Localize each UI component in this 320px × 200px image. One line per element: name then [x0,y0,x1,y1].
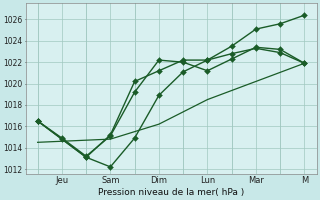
X-axis label: Pression niveau de la mer( hPa ): Pression niveau de la mer( hPa ) [98,188,244,197]
